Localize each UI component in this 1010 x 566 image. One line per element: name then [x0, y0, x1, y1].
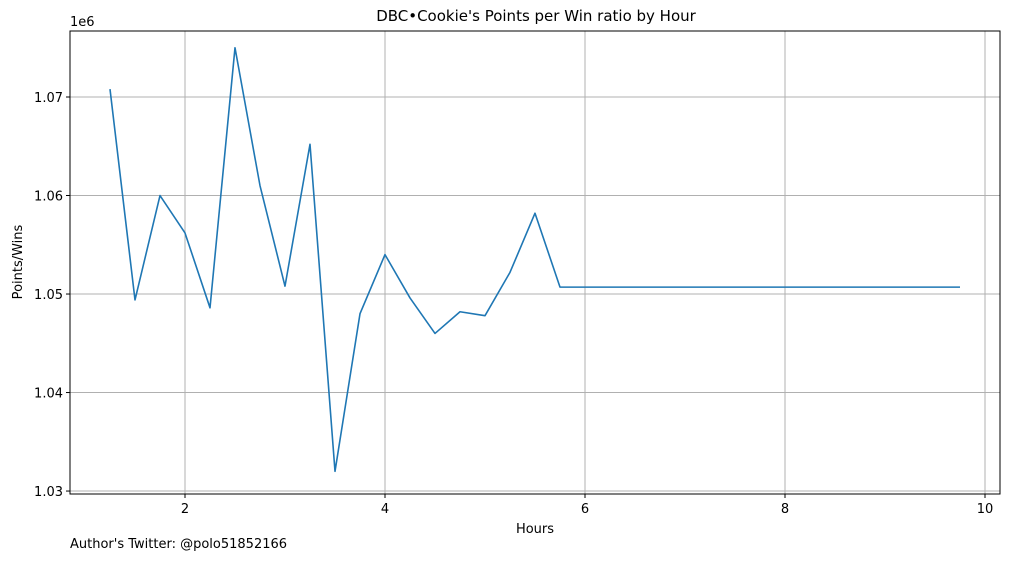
chart-title: DBC•Cookie's Points per Win ratio by Hou… [376, 7, 696, 25]
y-tick-label: 1.03 [34, 485, 63, 500]
author-credit: Author's Twitter: @polo51852166 [70, 537, 288, 552]
y-axis-label: Points/Wins [11, 224, 26, 299]
offset-label: 1e6 [70, 15, 95, 30]
y-tick-label: 1.06 [34, 190, 63, 205]
y-tick-label: 1.05 [34, 288, 63, 303]
plot-frame [69, 30, 1001, 495]
x-tick-label: 4 [381, 502, 389, 517]
x-tick-label: 8 [781, 502, 789, 517]
y-tick-label: 1.04 [34, 387, 63, 402]
x-tick-label: 6 [581, 502, 589, 517]
x-tick-label: 2 [181, 502, 189, 517]
x-tick-label: 10 [977, 502, 994, 517]
x-axis-label: Hours [516, 522, 554, 537]
grid [70, 31, 1000, 494]
x-axis: 2 4 6 8 10 [181, 494, 993, 517]
series-line [109, 46, 960, 473]
y-axis: 1.03 1.04 1.05 1.06 1.07 [34, 91, 70, 500]
y-tick-label: 1.07 [34, 91, 63, 106]
series-layer [109, 46, 960, 473]
